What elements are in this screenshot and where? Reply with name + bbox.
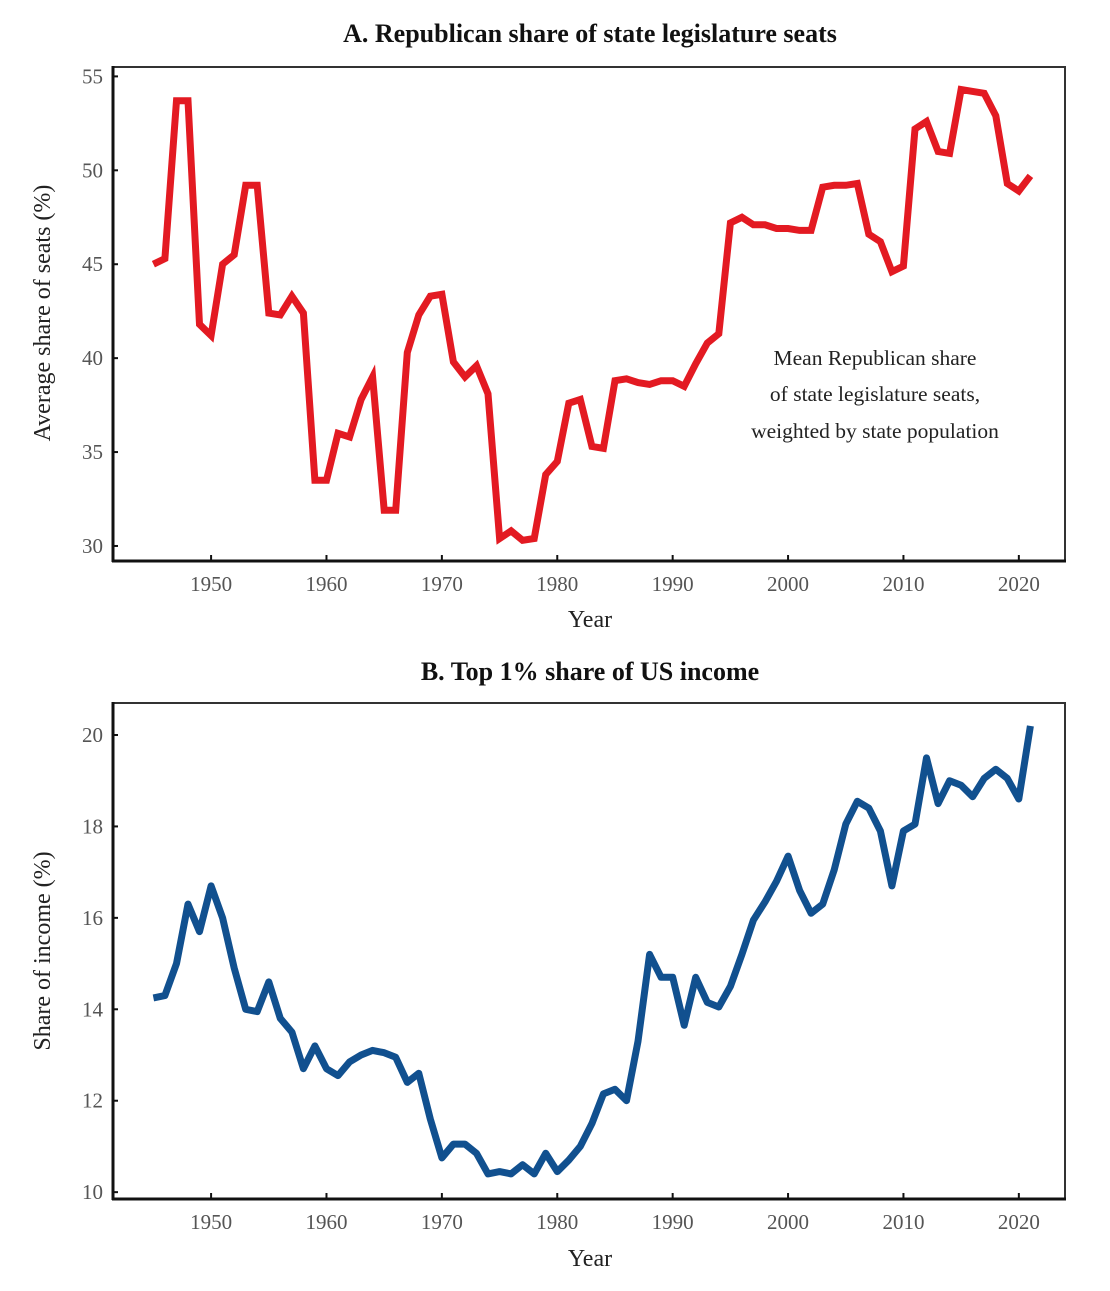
- panel-b-series-line: [152, 725, 1034, 1178]
- panel-a-y-ticks: 30 35 40 45 50 55: [82, 64, 118, 558]
- y-tick-label: 45: [82, 252, 103, 276]
- x-tick-label: 1980: [536, 1210, 578, 1234]
- panel-b-x-axis-label: Year: [568, 1246, 612, 1272]
- panel-a-plot-frame: [112, 66, 1066, 562]
- panel-a-x-ticks: 1950 1960 1970 1980 1990 2000 2010 2020: [190, 555, 1040, 596]
- x-tick-label: 1970: [421, 1210, 463, 1234]
- x-tick-label: 1980: [536, 572, 578, 596]
- x-tick-label: 1960: [305, 1210, 347, 1234]
- y-tick-label: 50: [82, 158, 103, 182]
- y-tick-label: 16: [82, 906, 103, 930]
- y-tick-label: 20: [82, 723, 103, 747]
- x-tick-label: 2020: [998, 572, 1040, 596]
- x-tick-label: 1990: [652, 572, 694, 596]
- x-tick-label: 1950: [190, 572, 232, 596]
- panel-a-x-axis-label: Year: [568, 607, 612, 633]
- panel-b-title: B. Top 1% share of US income: [421, 657, 759, 686]
- x-tick-label: 2010: [882, 572, 924, 596]
- panel-a-annotation-line-2: of state legislature seats,: [770, 382, 980, 406]
- x-tick-label: 2000: [767, 1210, 809, 1234]
- y-tick-label: 35: [82, 440, 103, 464]
- panel-a-annotation-line-1: Mean Republican share: [774, 346, 977, 370]
- panel-b-x-ticks: 1950 1960 1970 1980 1990 2000 2010 2020: [190, 1193, 1040, 1234]
- panel-b-y-axis-label: Share of income (%): [30, 851, 56, 1050]
- panel-a-series-line: [151, 85, 1034, 545]
- panel-a-annotation-line-3: weighted by state population: [751, 419, 999, 443]
- panel-b-y-ticks: 10 12 14 16 18 20: [82, 723, 118, 1204]
- y-tick-label: 12: [82, 1089, 103, 1113]
- x-tick-label: 2010: [882, 1210, 924, 1234]
- panel-a-republican-share: A. Republican share of state legislature…: [30, 19, 1066, 633]
- panel-a-y-axis-label: Average share of seats (%): [30, 185, 56, 442]
- y-tick-label: 18: [82, 814, 103, 838]
- x-tick-label: 1970: [421, 572, 463, 596]
- x-tick-label: 2020: [998, 1210, 1040, 1234]
- panel-a-title: A. Republican share of state legislature…: [343, 19, 837, 48]
- y-tick-label: 10: [82, 1180, 103, 1204]
- y-tick-label: 14: [82, 997, 104, 1021]
- x-tick-label: 2000: [767, 572, 809, 596]
- y-tick-label: 40: [82, 346, 103, 370]
- y-tick-label: 55: [82, 64, 103, 88]
- x-tick-label: 1990: [652, 1210, 694, 1234]
- x-tick-label: 1960: [305, 572, 347, 596]
- x-tick-label: 1950: [190, 1210, 232, 1234]
- panel-b-top1-income-share: B. Top 1% share of US income 1950 1960 197…: [30, 657, 1066, 1272]
- y-tick-label: 30: [82, 534, 103, 558]
